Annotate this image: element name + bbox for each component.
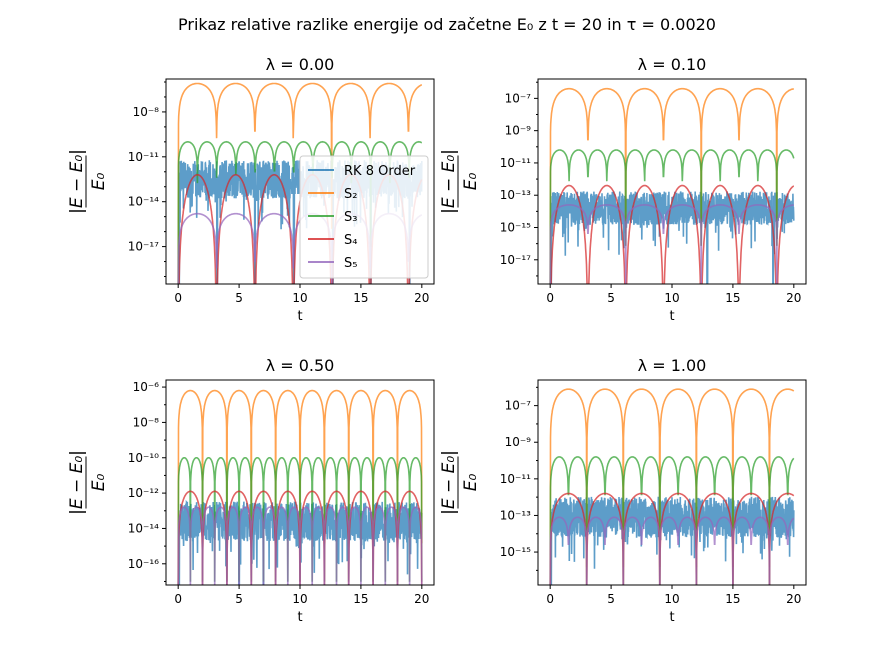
legend: RK 8 Order S₂ S₃ S₄ S₅ xyxy=(299,155,429,279)
x-tick-label: 5 xyxy=(235,291,243,305)
subplot-title: λ = 1.00 xyxy=(638,356,707,375)
series-line-s5 xyxy=(549,516,795,585)
series-line-s3 xyxy=(549,149,795,284)
svg-text:|E − E₀|: |E − E₀| xyxy=(67,149,87,214)
svg-text:E₀: E₀ xyxy=(461,474,481,492)
x-tick-label: 15 xyxy=(353,592,368,606)
y-tick-label: 10⁻¹¹ xyxy=(500,472,531,486)
x-tick-label: 10 xyxy=(664,592,679,606)
subplot-title: λ = 0.00 xyxy=(266,55,335,74)
svg-text:E₀: E₀ xyxy=(89,173,109,191)
x-tick-label: 20 xyxy=(414,592,429,606)
y-tick-label: 10⁻¹⁴ xyxy=(128,195,159,209)
figure-suptitle: Prikaz relative razlike energije od zače… xyxy=(178,15,716,34)
series-line-s4 xyxy=(550,184,795,284)
x-tick-label: 0 xyxy=(174,291,182,305)
y-tick-label: 10⁻¹⁷ xyxy=(500,253,531,267)
series-line-s2 xyxy=(549,87,795,284)
y-tick-label: 10⁻⁹ xyxy=(505,124,532,138)
y-tick-label: 10⁻¹⁵ xyxy=(500,221,531,235)
x-axis-label: t xyxy=(669,309,674,324)
y-tick-label: 10⁻¹¹ xyxy=(500,156,531,170)
x-tick-label: 20 xyxy=(786,291,801,305)
series-line-s3 xyxy=(549,456,795,585)
x-tick-label: 0 xyxy=(546,291,554,305)
y-tick-label: 10⁻¹³ xyxy=(500,508,531,522)
legend-label: S₅ xyxy=(344,256,357,271)
y-tick-label: 10⁻¹¹ xyxy=(128,150,159,164)
y-tick-label: 10⁻⁸ xyxy=(133,105,160,119)
subplot-title: λ = 0.10 xyxy=(638,55,707,74)
series-line-s2 xyxy=(549,388,795,585)
y-tick-label: 10⁻¹² xyxy=(128,486,159,500)
y-axis-label: |E − E₀| E₀ xyxy=(67,149,109,214)
y-tick-label: 10⁻¹³ xyxy=(500,188,531,202)
svg-text:E₀: E₀ xyxy=(461,173,481,191)
legend-label: S₃ xyxy=(344,210,357,225)
subplot-2: λ = 0.10 0 5 10 15 20 10⁻¹⁷ 10⁻¹⁵ 10⁻¹³ 10⁻¹¹ 10⁻⁹… xyxy=(439,55,807,324)
y-tick-label: 10⁻¹⁵ xyxy=(500,545,531,559)
axes-frame xyxy=(537,379,807,586)
series-line-rk-8-order xyxy=(550,191,795,284)
series-line-s5 xyxy=(177,506,423,585)
series-line-s5 xyxy=(549,204,794,284)
x-tick-label: 15 xyxy=(725,291,740,305)
axes-frame xyxy=(537,78,807,285)
y-axis-label: |E − E₀| E₀ xyxy=(439,450,481,515)
x-tick-label: 15 xyxy=(353,291,368,305)
y-tick-label: 10⁻⁷ xyxy=(505,91,532,105)
y-tick-label: 10⁻¹⁷ xyxy=(128,240,159,254)
x-tick-label: 20 xyxy=(786,592,801,606)
y-tick-label: 10⁻¹⁶ xyxy=(128,557,159,571)
y-axis-label: |E − E₀| E₀ xyxy=(439,149,481,214)
legend-label: S₂ xyxy=(344,187,357,202)
x-tick-label: 5 xyxy=(607,291,615,305)
y-tick-label: 10⁻¹⁰ xyxy=(128,451,159,465)
x-tick-label: 20 xyxy=(414,291,429,305)
series-line-s3 xyxy=(177,140,423,284)
x-axis-label: t xyxy=(297,309,302,324)
x-tick-label: 15 xyxy=(725,592,740,606)
series-line-s4 xyxy=(177,490,423,585)
x-tick-label: 10 xyxy=(292,592,307,606)
x-tick-label: 5 xyxy=(607,592,615,606)
series-line-s2 xyxy=(177,82,423,284)
svg-text:|E − E₀|: |E − E₀| xyxy=(439,450,459,515)
y-axis-label: |E − E₀| E₀ xyxy=(67,450,109,515)
y-tick-label: 10⁻⁷ xyxy=(505,399,532,413)
y-tick-label: 10⁻⁶ xyxy=(133,380,160,394)
series-line-s4 xyxy=(549,492,795,585)
y-tick-label: 10⁻¹⁴ xyxy=(128,521,159,535)
legend-label: RK 8 Order xyxy=(344,164,416,179)
subplot-4: λ = 1.00 0 5 10 15 20 10⁻¹⁵ 10⁻¹³ 10⁻¹¹ 10⁻⁹ 10⁻⁷ t… xyxy=(439,356,807,625)
y-tick-label: 10⁻⁹ xyxy=(505,435,532,449)
subplot-title: λ = 0.50 xyxy=(266,356,335,375)
x-tick-label: 5 xyxy=(235,592,243,606)
x-tick-label: 0 xyxy=(174,592,182,606)
subplot-3: λ = 0.50 0 5 10 15 20 10⁻¹⁶ 10⁻¹⁴ 10⁻¹² 10⁻¹⁰ 10⁻⁸… xyxy=(67,356,435,625)
x-tick-label: 10 xyxy=(664,291,679,305)
legend-label: S₄ xyxy=(344,233,357,248)
svg-text:|E − E₀|: |E − E₀| xyxy=(439,149,459,214)
svg-text:E₀: E₀ xyxy=(89,474,109,492)
x-tick-label: 10 xyxy=(292,291,307,305)
x-tick-label: 0 xyxy=(546,592,554,606)
y-tick-label: 10⁻⁸ xyxy=(133,415,160,429)
subplot-1: λ = 0.00 0 5 10 15 20 10⁻¹⁷ 10⁻¹⁴ 10⁻¹¹ 10⁻⁸ t |E −… xyxy=(67,55,435,324)
x-axis-label: t xyxy=(297,610,302,625)
x-axis-label: t xyxy=(669,610,674,625)
svg-text:|E − E₀|: |E − E₀| xyxy=(67,450,87,515)
